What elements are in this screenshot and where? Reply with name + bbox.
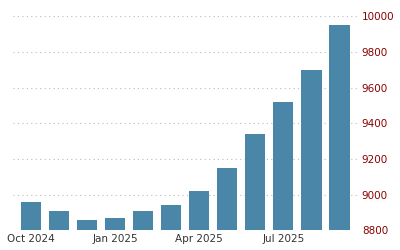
Bar <box>105 218 125 250</box>
Bar <box>161 205 182 250</box>
Bar <box>217 168 238 250</box>
Bar <box>189 191 210 250</box>
Bar <box>133 211 154 250</box>
Bar <box>329 25 350 250</box>
Bar <box>245 134 266 250</box>
Bar <box>49 211 69 250</box>
Bar <box>301 70 322 250</box>
Bar <box>77 220 97 250</box>
Bar <box>273 102 294 250</box>
Bar <box>21 202 41 250</box>
